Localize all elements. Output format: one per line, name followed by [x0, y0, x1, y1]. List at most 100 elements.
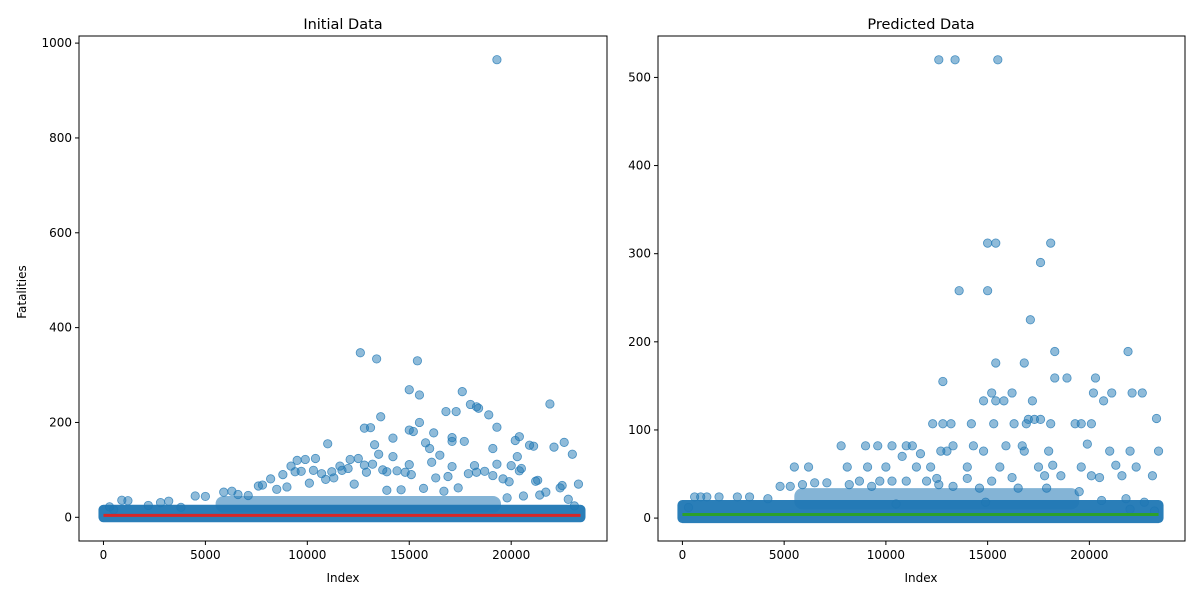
scatter-point [372, 354, 382, 364]
x-axis-label: Index [326, 571, 359, 585]
scatter-point [921, 476, 932, 486]
scatter-point [683, 502, 694, 513]
scatter-point [355, 348, 365, 358]
scatter-point [308, 465, 319, 475]
scatter-point [502, 493, 512, 503]
scatter-point [1111, 460, 1121, 470]
scatter-point [376, 412, 386, 422]
scatter-point [915, 449, 926, 459]
scatter-point [1131, 462, 1141, 472]
scatter-point [453, 483, 463, 493]
scatter-point [164, 496, 174, 506]
y-tick-label: 400 [49, 321, 72, 335]
scatter-point [104, 502, 115, 512]
scatter-point [946, 419, 956, 429]
scatter-point [1099, 396, 1109, 406]
scatter-point [1035, 414, 1046, 424]
scatter-point [374, 449, 384, 459]
scatter-point [763, 494, 773, 504]
scatter-point [991, 396, 1001, 406]
scatter-point [117, 495, 127, 505]
scatter-point [1001, 441, 1011, 451]
scatter-point [392, 466, 402, 476]
scatter-point [991, 358, 1001, 368]
scatter-point [1033, 462, 1044, 472]
scatter-point [1107, 388, 1117, 398]
scatter-point [1151, 413, 1162, 424]
scatter-point [901, 476, 911, 486]
y-tick-label: 0 [643, 511, 651, 525]
scatter-point [447, 436, 457, 447]
scatter-point [510, 435, 520, 446]
scatter-point [844, 479, 854, 490]
x-tick-label: 0 [679, 548, 687, 562]
scatter-point [1021, 419, 1031, 429]
scatter-point [459, 436, 469, 447]
scatter-point [300, 454, 310, 465]
scatter-point [999, 396, 1009, 406]
scatter-point [1046, 419, 1056, 429]
y-tick-label: 800 [49, 131, 72, 145]
scatter-point [243, 490, 253, 501]
scatter-point [573, 479, 584, 489]
scatter-point [310, 453, 321, 464]
scatter-point [1127, 388, 1137, 398]
scatter-point [1019, 358, 1029, 368]
scatter-point [911, 462, 922, 472]
scatter-point [1096, 495, 1107, 506]
scatter-point [1048, 460, 1058, 470]
scatter-point [1007, 388, 1017, 398]
scatter-point [1050, 346, 1060, 357]
scatter-point [429, 428, 439, 438]
scatter-point [447, 461, 457, 472]
scatter-point [810, 478, 820, 488]
scatter-point [842, 462, 852, 472]
scatter-point [797, 479, 808, 490]
scatter-point [1123, 346, 1133, 357]
x-tick-label: 10000 [288, 548, 326, 562]
scatter-point [1090, 373, 1101, 383]
scatter-point [361, 467, 372, 477]
scatter-point [966, 419, 976, 429]
scatter-point [367, 459, 378, 469]
scatter-point [567, 449, 577, 459]
scatter-point [978, 396, 989, 406]
scatter-point [253, 481, 263, 491]
scatter-point [1125, 504, 1135, 514]
scatter-point [891, 499, 901, 509]
scatter-point [1042, 483, 1052, 493]
x-tick-label: 20000 [1070, 548, 1108, 562]
scatter-point [950, 55, 960, 65]
scatter-point [936, 446, 946, 456]
scatter-point [457, 387, 467, 397]
y-tick-label: 200 [49, 415, 72, 429]
scatter-point [1019, 446, 1029, 456]
scatter-point [412, 356, 423, 366]
scatter-point [968, 441, 978, 451]
x-tick-label: 5000 [769, 548, 800, 562]
scatter-point [290, 467, 300, 477]
scatter-point [492, 55, 502, 65]
scatter-point [775, 481, 785, 491]
scatter-point [512, 451, 522, 462]
scatter-point [934, 55, 944, 65]
scatter-point [545, 399, 555, 409]
scatter-point [559, 437, 569, 447]
scatter-point [353, 453, 363, 464]
scatter-point [854, 476, 865, 486]
scatter-point [278, 470, 288, 480]
scatter-point [396, 485, 406, 495]
scatter-point [980, 497, 991, 507]
axes-frame [78, 35, 608, 542]
scatter-point [1088, 388, 1099, 398]
scatter-point [983, 238, 993, 248]
scatter-point [388, 451, 398, 462]
scatter-point [1009, 419, 1019, 429]
scatter-point [414, 390, 425, 400]
scatter-point [862, 462, 873, 472]
scatter-point [1094, 472, 1105, 483]
scatter-point [948, 481, 958, 491]
scatter-point [954, 286, 964, 296]
scatter-point [789, 462, 799, 472]
scatter-point [1046, 238, 1056, 248]
